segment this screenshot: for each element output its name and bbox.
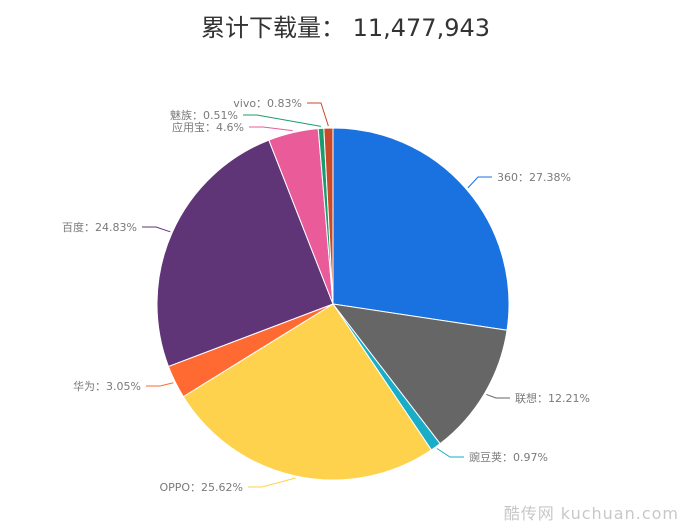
leader-line-0 — [467, 176, 492, 189]
leader-line-3 — [248, 477, 296, 488]
leader-line-2 — [436, 448, 464, 458]
slice-label-4: 华为：3.05% — [73, 379, 141, 393]
slice-label-1: 联想：12.21% — [515, 391, 590, 405]
slice-label-5: 百度：24.83% — [62, 220, 137, 234]
chart-title: 累计下载量： 11,477,943 — [200, 14, 491, 42]
leader-line-1 — [486, 393, 510, 399]
slice-label-2: 豌豆荚：0.97% — [469, 450, 548, 464]
pie-slice-5[interactable] — [156, 139, 334, 368]
pie-slice-3[interactable] — [182, 303, 433, 481]
slice-label-3: OPPO：25.62% — [159, 481, 243, 494]
pie-slice-8[interactable] — [323, 127, 334, 305]
pie-slice-0[interactable] — [332, 127, 510, 331]
leader-line-4 — [146, 382, 174, 387]
slice-label-0: 360：27.38% — [497, 171, 571, 184]
slice-label-8: vivo：0.83% — [233, 97, 302, 110]
slice-label-7: 魅族：0.51% — [170, 108, 238, 122]
leader-line-7 — [243, 114, 321, 127]
leader-line-8 — [307, 102, 329, 127]
watermark: 酷传网 kuchuan.com — [503, 504, 679, 523]
pie-slice-1[interactable] — [331, 303, 508, 445]
leader-line-6 — [249, 126, 293, 132]
slice-label-6: 应用宝：4.6% — [172, 120, 244, 134]
leader-line-5 — [142, 226, 171, 233]
